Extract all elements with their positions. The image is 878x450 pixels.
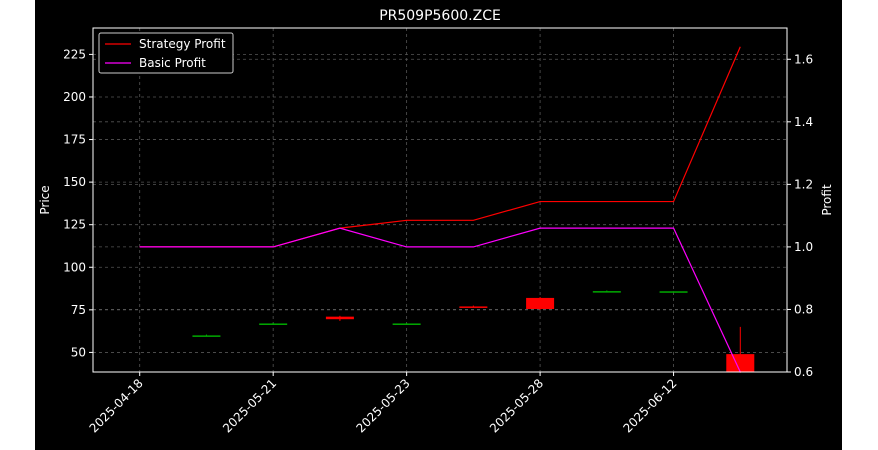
- x-tick-label: 2025-06-12: [620, 376, 679, 435]
- x-tick-label: 2025-05-28: [487, 376, 546, 435]
- x-tick-label: 2025-05-23: [354, 376, 413, 435]
- profit-lines: [139, 46, 741, 373]
- candle-body: [259, 323, 288, 325]
- candle-body: [392, 323, 421, 325]
- candle-body: [659, 291, 688, 293]
- basic-profit-line: [139, 227, 741, 373]
- y-left-tick-label: 50: [71, 345, 86, 359]
- axes: 50 75 100 125 150 175 200 225 0.6 0.8 1.0 1.2 1.4 1.6…: [63, 47, 813, 435]
- legend-label-strategy-profit: Strategy Profit: [139, 37, 226, 51]
- y-left-tick-label: 225: [63, 47, 86, 61]
- candle-body: [726, 354, 755, 372]
- plot-frame: [92, 27, 788, 373]
- candle-body: [459, 306, 488, 308]
- candle-body: [592, 291, 621, 293]
- chart-figure: 50 75 100 125 150 175 200 225 0.6 0.8 1.0 1.2 1.4 1.6…: [35, 0, 842, 450]
- y-right-tick-label: 1.6: [794, 52, 813, 66]
- y-left-tick-label: 150: [63, 175, 86, 189]
- price-profit-chart: 50 75 100 125 150 175 200 225 0.6 0.8 1.0 1.2 1.4 1.6…: [38, 8, 834, 435]
- y-axis-left-label: Price: [38, 185, 52, 214]
- strategy-profit-line: [139, 46, 741, 248]
- legend: Strategy Profit Basic Profit: [98, 32, 234, 74]
- candle-body: [526, 297, 555, 309]
- candle-body: [192, 335, 221, 337]
- y-left-tick-label: 75: [71, 303, 86, 317]
- x-tick-label: 2025-05-21: [220, 376, 279, 435]
- y-axis-right-label: Profit: [820, 184, 834, 216]
- chart-title: PR509P5600.ZCE: [379, 8, 501, 24]
- y-right-tick-label: 1.2: [794, 177, 813, 191]
- legend-box: [98, 32, 234, 74]
- candle-body: [325, 316, 354, 320]
- y-left-tick-label: 175: [63, 133, 86, 147]
- x-tick-label: 2025-04-18: [87, 376, 146, 435]
- y-left-tick-label: 200: [63, 90, 86, 104]
- y-left-tick-label: 125: [63, 218, 86, 232]
- y-right-tick-label: 1.4: [794, 115, 813, 129]
- grid: [93, 28, 787, 373]
- y-right-tick-label: 0.8: [794, 302, 813, 316]
- y-right-tick-label: 0.6: [794, 365, 813, 379]
- y-right-tick-label: 1.0: [794, 240, 813, 254]
- legend-label-basic-profit: Basic Profit: [139, 56, 206, 70]
- candles: [192, 290, 755, 373]
- y-left-tick-label: 100: [63, 260, 86, 274]
